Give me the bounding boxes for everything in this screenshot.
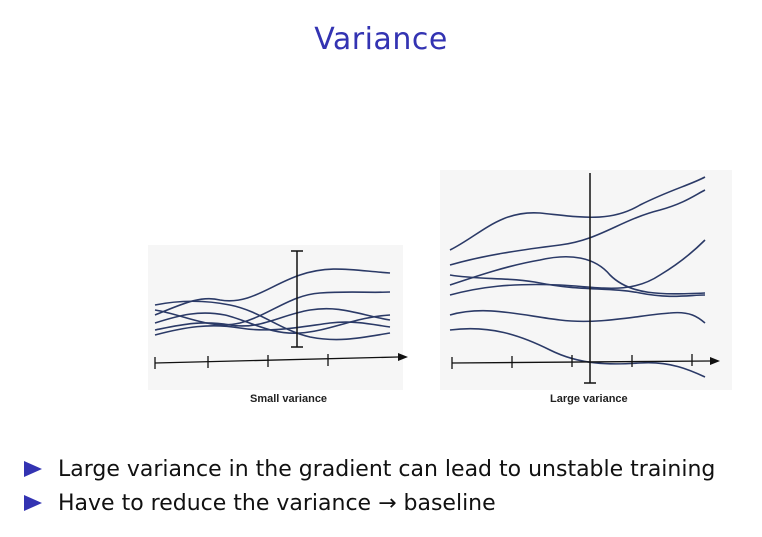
curve xyxy=(449,309,706,324)
curve xyxy=(154,312,391,334)
bullet-item: Have to reduce the variance → baseline xyxy=(22,486,757,520)
curve xyxy=(154,321,391,336)
bullet-list: Large variance in the gradient can lead … xyxy=(22,452,757,520)
curve xyxy=(449,189,706,266)
variance-diagram xyxy=(148,170,732,390)
curve xyxy=(154,300,391,341)
small-variance-axis xyxy=(154,353,408,369)
bullet-item: Large variance in the gradient can lead … xyxy=(22,452,757,486)
bullet-triangle-icon xyxy=(24,461,42,477)
right-panel-bg xyxy=(440,170,732,390)
small-variance-caption: Small variance xyxy=(250,393,328,405)
curve xyxy=(154,291,391,326)
bullet-triangle-icon xyxy=(24,495,42,511)
bullet-text: Have to reduce the variance → baseline xyxy=(58,490,496,516)
slide-title: Variance xyxy=(314,22,448,57)
large-variance-caption: Large variance xyxy=(550,393,628,405)
large-variance-axis xyxy=(451,354,720,369)
bullet-text: Large variance in the gradient can lead … xyxy=(58,456,716,482)
large-variance-error-bar xyxy=(584,173,596,384)
left-panel-bg xyxy=(148,245,403,390)
variance-figure: Small variance Large variance xyxy=(140,165,740,415)
curve xyxy=(449,239,706,296)
curve xyxy=(154,307,391,331)
small-variance-error-bar xyxy=(291,250,303,348)
small-variance-plot xyxy=(154,268,391,341)
curve xyxy=(449,255,706,295)
curve xyxy=(449,176,706,251)
